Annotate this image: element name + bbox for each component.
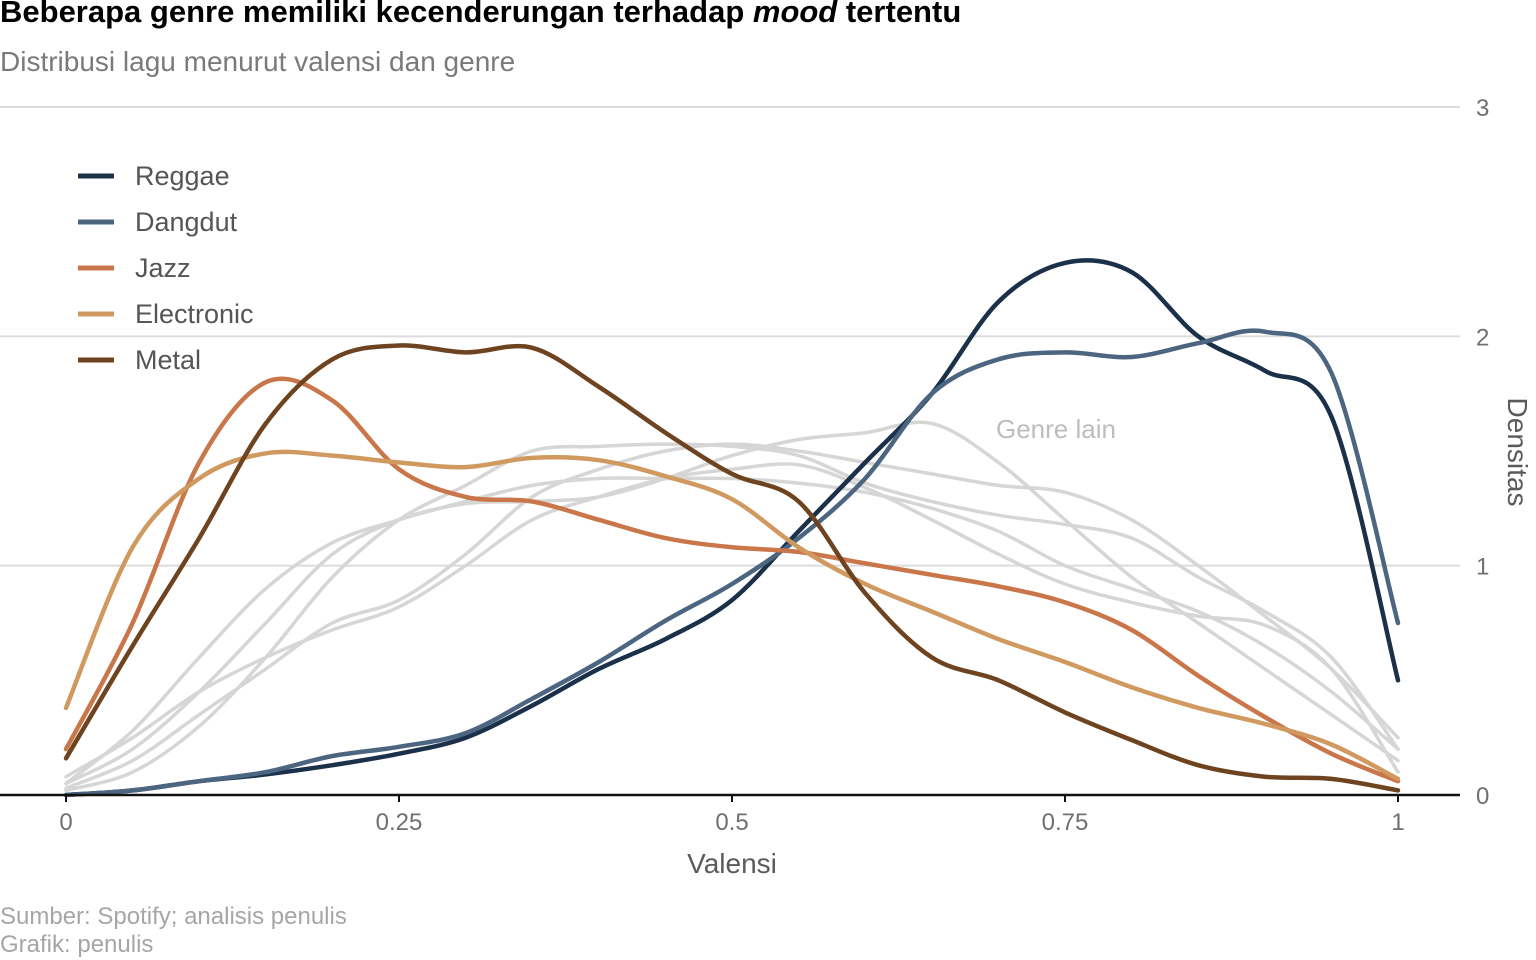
density-line-jazz <box>63 376 1401 784</box>
other-genre-lines <box>64 420 1400 793</box>
caption: Sumber: Spotify; analisis penulis Grafik… <box>0 903 347 959</box>
title-text-end: tertentu <box>837 0 962 29</box>
x-axis-title: Valensi <box>687 848 777 879</box>
legend-label-dangdut: Dangdut <box>135 207 238 237</box>
y-tick-label: 0 <box>1476 783 1489 810</box>
x-tick-label: 0 <box>59 809 72 836</box>
y-axis-title: Densitas <box>1502 398 1533 507</box>
title-text: Beberapa genre memiliki kecenderungan te… <box>0 0 753 29</box>
title-emphasis: mood <box>752 0 838 29</box>
y-tick-label: 2 <box>1476 324 1489 351</box>
x-tick-label: 0.25 <box>376 809 423 836</box>
legend-label-electronic: Electronic <box>135 299 254 329</box>
annotation-other-genres: Genre lain <box>996 414 1116 444</box>
y-tick-label: 3 <box>1476 95 1489 122</box>
density-line-other-genre <box>64 442 1400 790</box>
source-note: Sumber: Spotify; analisis penulis <box>0 903 347 930</box>
x-tick-label: 0.5 <box>715 809 748 836</box>
density-line-other-genre <box>64 476 1400 786</box>
chart-subtitle: Distribusi lagu menurut valensi dan genr… <box>0 46 516 77</box>
genre-lines <box>63 258 1401 798</box>
density-line-electronic <box>63 449 1401 782</box>
density-line-other-genre <box>64 442 1400 793</box>
y-tick-label: 1 <box>1476 554 1489 581</box>
legend: Reggae Dangdut Jazz Electronic Metal <box>78 161 254 375</box>
axes: 0 1 2 3 0 0.25 0.5 0.75 1 <box>0 95 1489 836</box>
legend-label-jazz: Jazz <box>135 253 191 283</box>
chart-title: Beberapa genre memiliki kecenderungan te… <box>0 0 961 30</box>
density-line-other-genre <box>64 420 1400 786</box>
density-line-other-genre <box>64 462 1400 779</box>
density-line-metal <box>63 343 1401 793</box>
legend-label-reggae: Reggae <box>135 161 230 191</box>
x-tick-label: 0.75 <box>1042 809 1089 836</box>
density-line-dangdut <box>63 328 1401 798</box>
legend-label-metal: Metal <box>135 345 201 375</box>
credit-note: Grafik: penulis <box>0 931 154 958</box>
x-tick-label: 1 <box>1391 809 1404 836</box>
density-line-reggae <box>63 258 1401 798</box>
